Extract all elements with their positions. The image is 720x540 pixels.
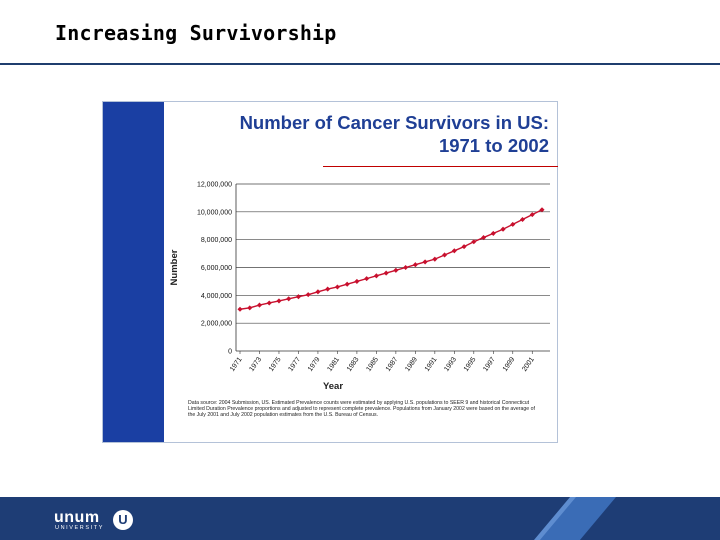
x-tick-label: 1985 <box>365 356 380 373</box>
logo-circle-icon: U <box>113 510 133 530</box>
data-point <box>364 276 370 282</box>
y-tick-label: 2,000,000 <box>201 321 232 328</box>
chart-panel: Number of Cancer Survivors in US: 1971 t… <box>102 101 558 443</box>
data-point <box>286 296 292 302</box>
x-tick-label: 1981 <box>326 356 341 373</box>
data-point <box>442 252 448 258</box>
x-tick-label: 1999 <box>502 356 517 373</box>
data-point <box>500 226 506 232</box>
y-tick-label: 12,000,000 <box>197 182 232 189</box>
y-tick-label: 0 <box>228 349 232 356</box>
series-line <box>239 209 543 310</box>
y-tick-label: 10,000,000 <box>197 209 232 216</box>
x-tick-label: 1997 <box>482 356 497 373</box>
x-tick-label: 1991 <box>424 356 439 373</box>
data-source-note: Data source: 2004 Submission, US. Estima… <box>188 400 535 418</box>
data-point <box>393 267 399 273</box>
data-point <box>519 216 526 223</box>
x-tick-label: 1983 <box>346 356 361 373</box>
data-point <box>510 221 516 227</box>
chart-side-strip <box>103 102 164 442</box>
logo-wordmark: unum <box>54 509 100 526</box>
data-point <box>295 294 301 300</box>
x-tick-label: 1971 <box>229 356 244 373</box>
chart-title: Number of Cancer Survivors in US: <box>239 112 549 133</box>
data-point <box>305 292 311 298</box>
slide-title: Increasing Survivorship <box>55 21 337 45</box>
data-point <box>276 298 282 304</box>
y-tick-label: 4,000,000 <box>201 293 232 300</box>
data-point <box>373 273 379 279</box>
footer-bar: unum UNIVERSITY U <box>0 497 720 540</box>
chart-title-block: Number of Cancer Survivors in US: 1971 t… <box>240 111 549 157</box>
x-tick-label: 1993 <box>443 356 458 373</box>
x-tick-label: 1987 <box>385 356 400 373</box>
data-point <box>490 230 496 236</box>
x-tick-label: 1975 <box>268 356 283 373</box>
data-point <box>422 259 428 265</box>
data-point <box>432 256 438 262</box>
data-point <box>383 270 389 276</box>
x-tick-label: 1995 <box>463 356 478 373</box>
data-point <box>461 244 467 250</box>
y-tick-label: 8,000,000 <box>201 237 232 244</box>
data-point <box>344 281 350 287</box>
data-point <box>334 284 340 290</box>
chart-subtitle: 1971 to 2002 <box>438 135 549 156</box>
x-tick-label: 1979 <box>307 356 322 373</box>
x-tick-label: 1973 <box>248 356 263 373</box>
y-axis-title: Number <box>169 249 180 285</box>
x-tick-label: 2001 <box>521 356 536 373</box>
data-point <box>237 306 243 312</box>
data-point <box>451 248 457 254</box>
data-point <box>412 262 418 268</box>
data-point <box>325 286 331 292</box>
y-tick-label: 6,000,000 <box>201 265 232 272</box>
data-point <box>266 300 272 306</box>
data-point <box>403 264 409 271</box>
x-tick-label: 1977 <box>287 356 302 373</box>
data-point <box>315 289 321 295</box>
data-point <box>256 302 263 308</box>
x-axis-title: Year <box>323 381 343 392</box>
title-rule <box>0 63 720 65</box>
data-point <box>247 305 253 311</box>
logo-subtitle: UNIVERSITY <box>55 525 105 531</box>
x-tick-label: 1989 <box>404 356 419 373</box>
data-point <box>354 278 360 284</box>
data-point <box>529 212 535 218</box>
line-chart: 0 2,000,000 4,000,000 6,000,000 8,000,000 10,… <box>169 182 550 392</box>
chart-title-underline <box>323 166 558 167</box>
